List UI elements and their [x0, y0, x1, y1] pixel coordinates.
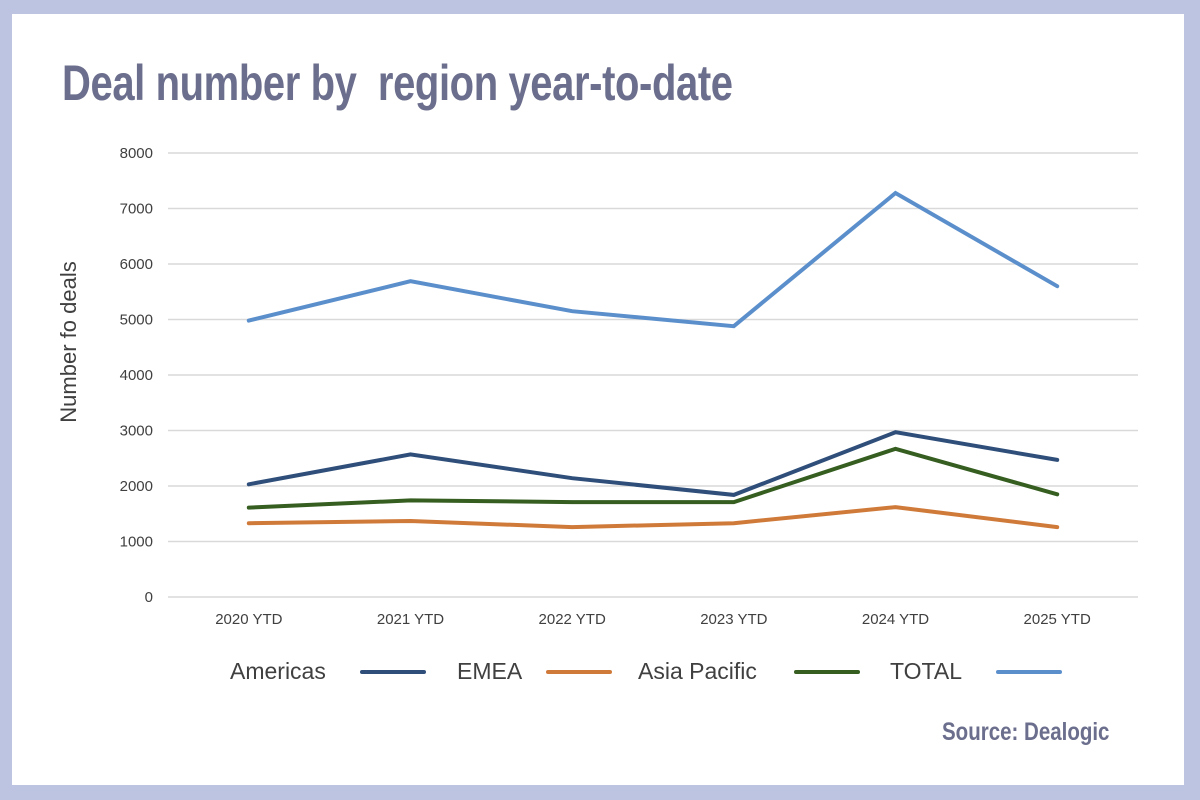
x-tick-label: 2022 YTD — [539, 611, 606, 628]
legend-item-asia-pacific: Asia Pacific — [638, 658, 860, 684]
y-tick-label: 0 — [145, 589, 153, 606]
x-tick-label: 2025 YTD — [1024, 611, 1091, 628]
y-tick-label: 6000 — [120, 256, 153, 273]
series-line-americas — [246, 430, 1060, 497]
legend-label: Asia Pacific — [638, 658, 757, 684]
series-line-emea — [246, 505, 1060, 530]
y-axis-title: Number fo deals — [56, 261, 81, 422]
y-tick-label: 3000 — [120, 423, 153, 440]
y-tick-label: 4000 — [120, 367, 153, 384]
gridlines — [168, 152, 1138, 598]
x-tick-label: 2024 YTD — [862, 611, 929, 628]
source-note: Source: Dealogic — [942, 718, 1110, 746]
legend: Americas EMEA Asia Pacific TOTAL — [230, 658, 1062, 684]
x-tick-label: 2023 YTD — [700, 611, 767, 628]
legend-label: Americas — [230, 658, 326, 684]
y-axis-ticks: 0 1000 2000 3000 4000 5000 6000 7000 8000 — [120, 145, 153, 606]
y-tick-label: 5000 — [120, 312, 153, 329]
chart-title: Deal number by region year-to-date — [62, 55, 733, 111]
legend-item-total: TOTAL — [890, 658, 1062, 684]
x-axis-ticks: 2020 YTD 2021 YTD 2022 YTD 2023 YTD 2024 YTD… — [215, 611, 1091, 628]
x-tick-label: 2020 YTD — [215, 611, 282, 628]
legend-label: EMEA — [457, 658, 523, 684]
series-line-total — [246, 190, 1060, 329]
chart-card — [12, 14, 1184, 785]
y-tick-label: 8000 — [120, 145, 153, 162]
y-tick-label: 7000 — [120, 201, 153, 218]
series-line-asia-pacific — [246, 446, 1060, 510]
y-tick-label: 1000 — [120, 534, 153, 551]
legend-item-emea: EMEA — [457, 658, 612, 684]
legend-label: TOTAL — [890, 658, 962, 684]
series-lines — [246, 190, 1060, 530]
y-tick-label: 2000 — [120, 478, 153, 495]
legend-item-americas: Americas — [230, 658, 426, 684]
x-tick-label: 2021 YTD — [377, 611, 444, 628]
